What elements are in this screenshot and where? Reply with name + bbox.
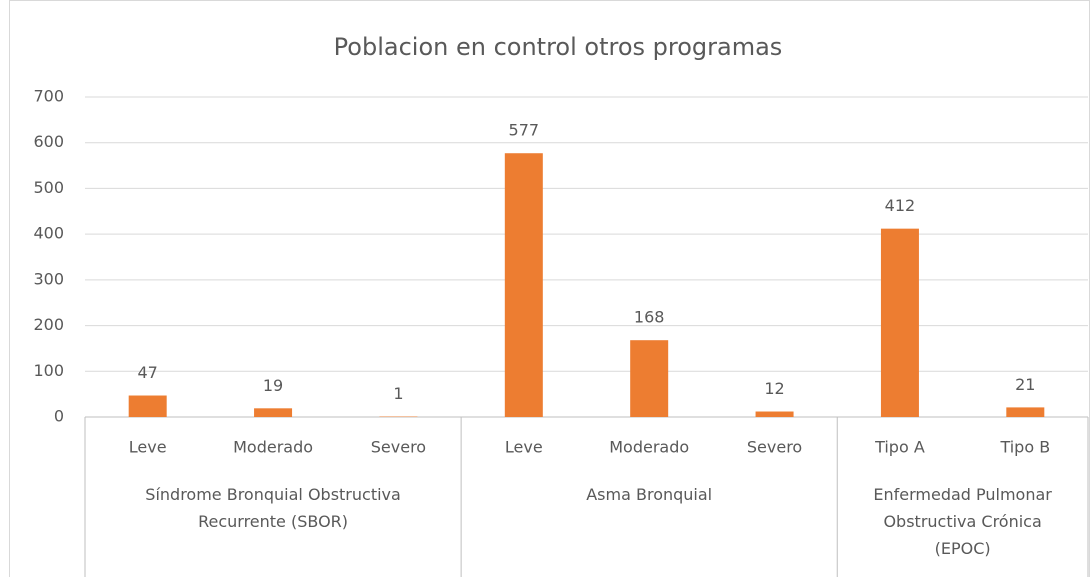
bar — [128, 395, 167, 417]
data-label: 577 — [509, 121, 540, 140]
y-tick-label: 500 — [33, 178, 64, 197]
data-label: 168 — [634, 308, 665, 327]
data-label: 412 — [885, 196, 916, 215]
x-tick-label: Leve — [505, 438, 543, 457]
data-label: 47 — [138, 363, 158, 382]
y-tick-label: 0 — [54, 407, 64, 426]
x-tick-label: Leve — [129, 438, 167, 457]
data-label: 19 — [263, 376, 283, 395]
x-tick-label: Tipo A — [874, 438, 925, 457]
x-tick-label: Moderado — [609, 438, 689, 457]
data-label: 12 — [764, 379, 784, 398]
y-tick-label: 100 — [33, 361, 64, 380]
y-tick-label: 700 — [33, 87, 64, 106]
bar — [630, 340, 669, 417]
y-tick-label: 200 — [33, 315, 64, 334]
x-tick-label: Tipo B — [999, 438, 1050, 457]
y-tick-label: 400 — [33, 224, 64, 243]
group-label: Síndrome Bronquial Obstructiva Recurrent… — [145, 485, 401, 531]
bar — [504, 153, 543, 417]
data-label: 21 — [1015, 375, 1035, 394]
x-tick-label: Severo — [371, 438, 426, 457]
group-label: Enfermedad Pulmonar Obstructiva Crónica … — [873, 485, 1052, 558]
data-label: 1 — [393, 384, 403, 403]
x-tick-label: Moderado — [233, 438, 313, 457]
x-tick-label: Severo — [747, 438, 802, 457]
y-tick-label: 300 — [33, 269, 64, 288]
chart-title: Poblacion en control otros programas — [334, 33, 783, 61]
bar — [254, 408, 293, 417]
group-label: Asma Bronquial — [586, 485, 713, 504]
y-tick-label: 600 — [33, 132, 64, 151]
bar — [880, 228, 919, 417]
bar — [1006, 407, 1045, 417]
bar — [755, 411, 794, 417]
